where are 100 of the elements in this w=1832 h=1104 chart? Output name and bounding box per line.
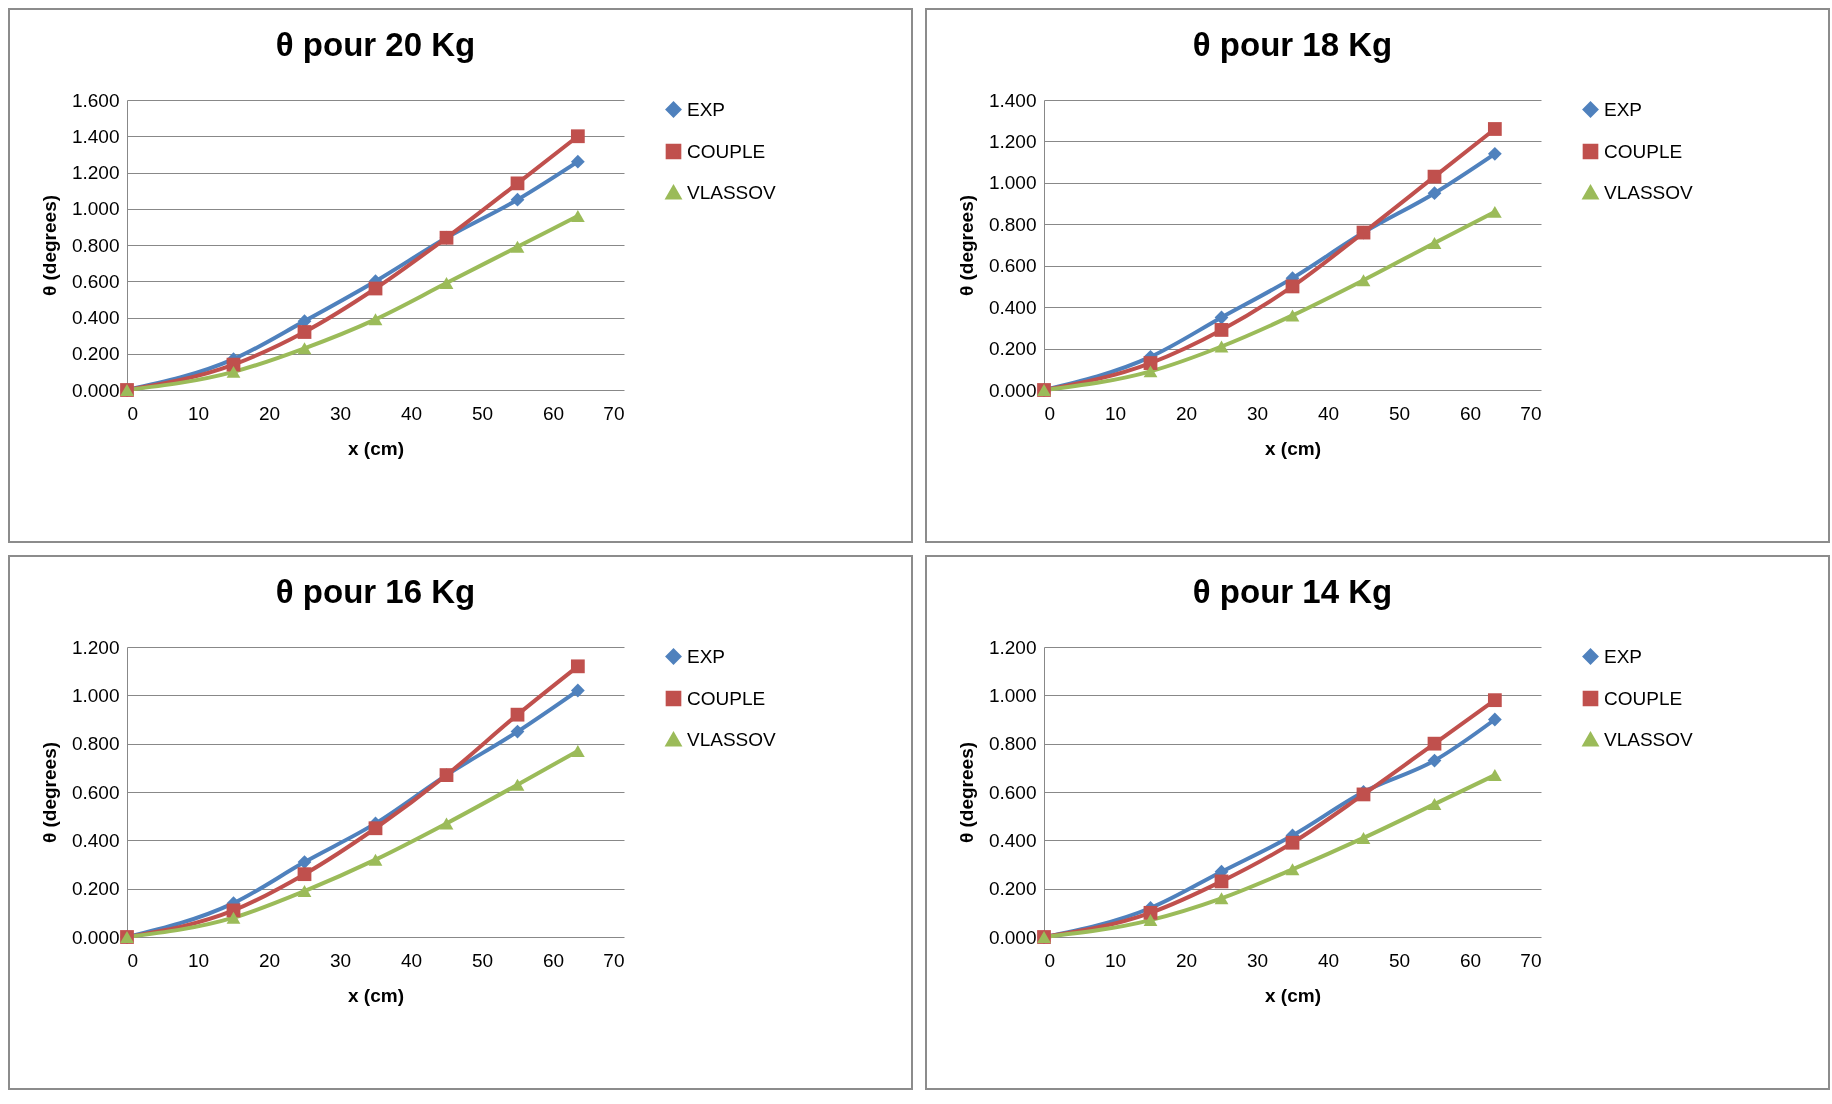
y-tick-label: 0.600 (988, 781, 1037, 803)
point (1487, 205, 1502, 218)
y-tick-label: 0.400 (71, 829, 120, 851)
x-tick-label: 60 (1459, 949, 1482, 971)
point (570, 744, 585, 757)
y-tick-label: 0.000 (988, 926, 1037, 948)
x-tick-label: 0 (1044, 949, 1056, 971)
y-axis-title: θ (degrees) (955, 194, 977, 297)
point (368, 313, 383, 326)
point (1427, 169, 1442, 184)
x-tick-label: 70 (1520, 949, 1542, 971)
y-axis-title: θ (degrees) (955, 741, 977, 844)
legend-label: EXP (1604, 645, 1643, 667)
x-tick-label: 30 (329, 402, 352, 424)
point (510, 192, 525, 207)
point (297, 325, 312, 339)
legend-label: COUPLE (1604, 687, 1683, 709)
point (1427, 236, 1442, 249)
point (1487, 693, 1502, 708)
point (570, 683, 585, 698)
point (297, 855, 312, 869)
y-tick-label: 0.800 (71, 733, 120, 755)
y-tick-label: 0.000 (988, 379, 1037, 401)
point (1427, 736, 1442, 751)
point (368, 821, 383, 836)
y-tick-label: 1.000 (988, 172, 1037, 194)
point (1427, 798, 1442, 811)
point (1427, 186, 1442, 201)
x-tick-label: 40 (1317, 402, 1340, 424)
x-tick-label: 40 (400, 402, 423, 424)
x-tick-label: 10 (187, 402, 210, 424)
x-tick-label: 0 (1044, 402, 1056, 424)
x-axis-title: x (cm) (1265, 984, 1321, 1006)
point (1285, 863, 1300, 876)
x-tick-label: 60 (542, 949, 565, 971)
legend-label: VLASSOV (1604, 728, 1694, 750)
point (439, 277, 454, 290)
x-tick-label: 20 (1175, 402, 1198, 424)
x-tick-label: 40 (400, 949, 423, 971)
point (1214, 323, 1229, 337)
y-tick-label: 1.000 (71, 198, 120, 220)
point (1487, 122, 1502, 136)
x-axis-title: x (cm) (1265, 437, 1321, 459)
legend-label: VLASSOV (1604, 181, 1694, 203)
legend-label: VLASSOV (687, 181, 777, 203)
chart-title: θ pour 16 Kg (275, 573, 476, 610)
x-tick-label: 50 (1388, 949, 1411, 971)
x-tick-label: 50 (471, 402, 494, 424)
point (297, 885, 312, 898)
y-tick-label: 0.600 (988, 255, 1037, 277)
legend-label: COUPLE (1604, 140, 1683, 162)
point (226, 911, 241, 924)
x-tick-label: 10 (187, 949, 210, 971)
point (1356, 831, 1371, 844)
x-tick-label: 70 (603, 402, 625, 424)
y-tick-label: 0.000 (71, 379, 120, 401)
point (570, 659, 585, 674)
point (368, 853, 383, 866)
point (1487, 712, 1502, 727)
x-tick-label: 10 (1104, 402, 1127, 424)
y-axis-title: θ (degrees) (38, 741, 60, 844)
chart-title: θ pour 18 Kg (1192, 26, 1393, 63)
point (1356, 274, 1371, 287)
point (510, 240, 525, 253)
legend-label: COUPLE (687, 140, 766, 162)
x-tick-label: 30 (1246, 402, 1269, 424)
y-tick-label: 1.200 (71, 162, 120, 183)
x-tick-label: 60 (1459, 402, 1482, 424)
y-tick-label: 1.200 (988, 130, 1037, 152)
x-tick-label: 20 (258, 949, 281, 971)
point (226, 365, 241, 378)
y-tick-label: 0.400 (988, 829, 1037, 851)
point (1487, 146, 1502, 161)
point (570, 210, 585, 222)
x-tick-label: 70 (603, 949, 625, 971)
point (1285, 835, 1300, 850)
x-tick-label: 20 (258, 402, 281, 424)
point (297, 867, 312, 882)
x-axis-title: x (cm) (348, 984, 404, 1006)
x-tick-label: 10 (1104, 949, 1127, 971)
y-tick-label: 0.200 (71, 343, 120, 365)
point (510, 778, 525, 791)
x-tick-label: 50 (471, 949, 494, 971)
point (439, 817, 454, 830)
x-tick-label: 40 (1317, 949, 1340, 971)
x-tick-label: 0 (127, 402, 139, 424)
x-tick-label: 60 (542, 402, 565, 424)
y-tick-label: 0.800 (988, 733, 1037, 755)
legend-label: VLASSOV (687, 728, 777, 750)
x-tick-label: 30 (329, 949, 352, 971)
legend-label: EXP (687, 645, 726, 667)
chart-title: θ pour 20 Kg (275, 26, 476, 63)
y-tick-label: 0.200 (988, 878, 1037, 900)
y-tick-label: 1.000 (988, 684, 1037, 706)
x-tick-label: 0 (127, 949, 139, 971)
y-tick-label: 0.000 (71, 926, 120, 948)
point (570, 129, 585, 144)
y-tick-label: 1.200 (71, 636, 120, 658)
legend-label: COUPLE (687, 687, 766, 709)
y-tick-label: 1.400 (988, 89, 1037, 111)
